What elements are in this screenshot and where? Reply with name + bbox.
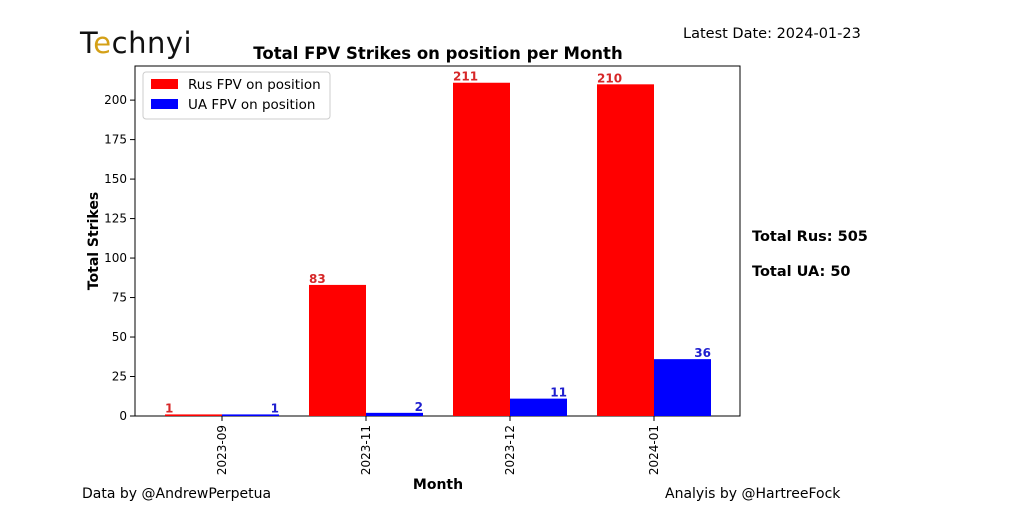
rus-value-label: 1	[165, 401, 173, 415]
y-tick-label: 125	[104, 212, 127, 226]
total-ua: Total UA: 50	[752, 264, 851, 280]
ua-value-label: 11	[550, 386, 567, 400]
rus-bar-2023-11	[309, 284, 366, 416]
y-axis-label: Total Strikes	[86, 192, 102, 290]
analysis-credit: Analyis by @HartreeFock	[665, 486, 841, 502]
legend-swatch-rus	[151, 79, 178, 89]
y-tick-label: 150	[104, 172, 127, 186]
y-axis: 0 25 50 75 100 125 150 175 200	[104, 93, 135, 423]
y-tick-label: 100	[104, 251, 127, 265]
x-tick-label: 2023-09	[215, 425, 229, 475]
chart-title: Total FPV Strikes on position per Month	[253, 44, 622, 63]
rus-bar-2024-01	[597, 84, 654, 417]
x-tick-label: 2024-01	[647, 425, 661, 475]
y-tick-label: 175	[104, 133, 127, 147]
legend: Rus FPV on position UA FPV on position	[142, 71, 331, 120]
x-tick-label: 2023-11	[359, 425, 373, 475]
y-tick-label: 50	[112, 330, 127, 344]
rus-value-label: 83	[309, 272, 326, 286]
ua-bar-2023-12	[510, 398, 567, 416]
ua-value-label: 36	[694, 346, 711, 360]
ua-bar-2023-09	[222, 414, 279, 416]
plot-area-frame	[134, 65, 741, 417]
x-tick-label: 2023-12	[503, 425, 517, 475]
rus-value-label: 210	[597, 71, 622, 85]
legend-box	[142, 71, 331, 120]
total-rus: Total Rus: 505	[752, 229, 868, 245]
y-tick-label: 25	[112, 370, 127, 384]
legend-swatch-ua	[151, 99, 178, 109]
rus-bar-2023-12	[453, 82, 510, 416]
legend-label-ua: UA FPV on position	[188, 97, 315, 113]
ua-bar-2024-01	[654, 359, 711, 416]
ua-value-label: 1	[271, 401, 279, 415]
x-axis-label: Month	[413, 477, 463, 493]
y-tick-label: 0	[119, 409, 127, 423]
ua-value-label: 2	[415, 400, 423, 414]
latest-date: Latest Date: 2024-01-23	[683, 26, 861, 42]
y-tick-label: 200	[104, 93, 127, 107]
y-tick-label: 75	[112, 291, 127, 305]
brand-logo: Technyi	[80, 26, 193, 60]
rus-value-label: 211	[453, 70, 478, 84]
ua-bar-2023-11	[366, 412, 423, 416]
rus-bar-2023-09	[165, 414, 222, 416]
data-credit: Data by @AndrewPerpetua	[82, 486, 272, 502]
legend-label-rus: Rus FPV on position	[188, 77, 321, 93]
x-axis: 2023-09 2023-11 2023-12 2024-01	[215, 416, 661, 475]
